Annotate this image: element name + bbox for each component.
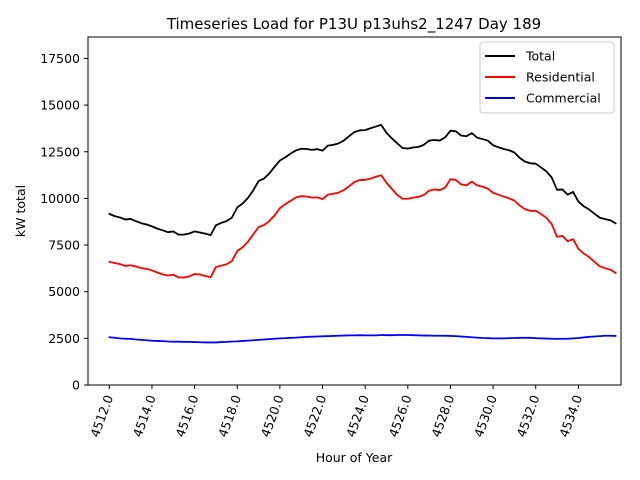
y-tick-label: 5000 bbox=[48, 284, 80, 299]
y-tick-label: 10000 bbox=[40, 191, 80, 206]
y-tick-label: 0 bbox=[72, 378, 80, 393]
plot-frame bbox=[87, 36, 622, 386]
y-tick-label: 17500 bbox=[40, 51, 80, 66]
y-tick-label: 15000 bbox=[40, 98, 80, 113]
y-tick-label: 12500 bbox=[40, 144, 80, 159]
y-axis-label: kW total bbox=[13, 185, 28, 237]
series-line-commercial bbox=[108, 334, 617, 344]
y-tick-label: 2500 bbox=[48, 331, 80, 346]
chart-title: Timeseries Load for P13U p13uhs2_1247 Da… bbox=[166, 15, 541, 34]
y-axis-ticks: 0 2500 5000 7500 10000 12500 15000 17500 bbox=[40, 51, 88, 393]
series-line-residential bbox=[108, 174, 617, 279]
x-axis-label: Hour of Year bbox=[316, 450, 393, 465]
legend-label-commercial: Commercial bbox=[526, 91, 601, 106]
legend-label-total: Total bbox=[525, 49, 555, 64]
y-tick-label: 7500 bbox=[48, 238, 80, 253]
legend-frame bbox=[479, 41, 615, 114]
series-layer bbox=[108, 123, 617, 344]
series-line-total bbox=[108, 123, 617, 237]
legend-label-residential: Residential bbox=[526, 70, 595, 85]
legend: Total Residential Commercial bbox=[479, 41, 615, 114]
